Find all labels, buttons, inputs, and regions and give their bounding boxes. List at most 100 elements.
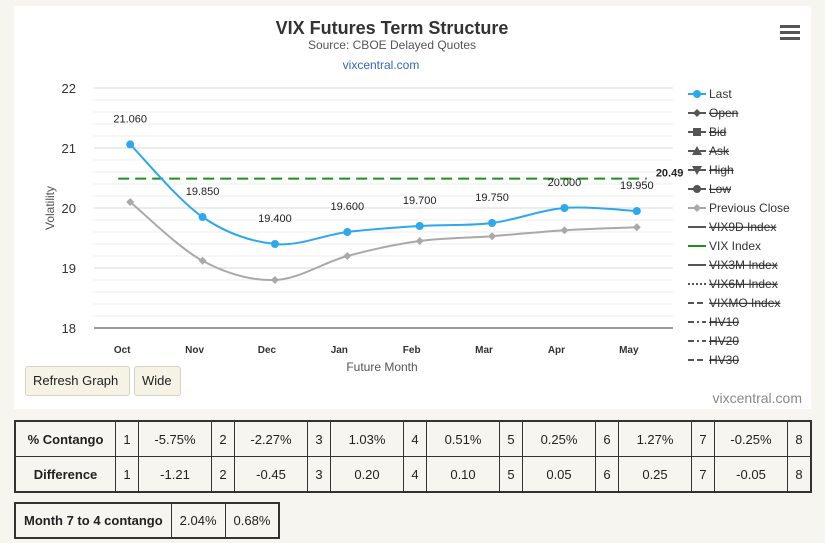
legend-marker [693, 90, 701, 98]
legend-label: High [709, 163, 734, 177]
month-value: -1.21 [138, 456, 212, 493]
last-data-label: 19.750 [475, 192, 509, 204]
last-data-label: 21.060 [113, 113, 147, 125]
legend-marker [693, 185, 701, 193]
legend-label: VIX9D Index [709, 220, 776, 234]
month-value: -0.25% [714, 420, 788, 457]
month-value: 1.27% [618, 420, 692, 457]
chart-title: VIX Futures Term Structure [276, 18, 509, 38]
month-value: -0.45 [234, 456, 308, 493]
summary-label: Month 7 to 4 contango [14, 502, 172, 539]
month-value: -0.05 [714, 456, 788, 493]
last-data-label: 19.700 [403, 195, 437, 207]
y-tick-label: 20 [62, 201, 76, 216]
legend-label: HV20 [709, 334, 739, 348]
legend-marker [693, 128, 701, 136]
legend-label: Last [709, 87, 732, 101]
last-point [270, 240, 279, 248]
row-label: % Contango [14, 420, 116, 457]
month-number: 5 [499, 456, 523, 493]
previous-close-point [126, 198, 135, 206]
month-number: 4 [403, 456, 427, 493]
legend-label: VIXMO Index [709, 296, 780, 310]
x-tick-label: Nov [185, 345, 204, 356]
x-axis-title: Future Month [346, 360, 417, 374]
x-tick-label: Feb [403, 345, 421, 356]
month-number: 6 [595, 420, 619, 457]
legend-marker [692, 146, 702, 155]
x-tick-label: Apr [548, 345, 565, 356]
month-number: 1 [115, 420, 139, 457]
legend-label: Ask [709, 144, 730, 158]
legend-marker [693, 109, 701, 117]
last-data-label: 19.950 [620, 180, 654, 192]
last-point [126, 140, 135, 149]
last-data-label: 20.000 [548, 177, 582, 189]
month-number: 4 [403, 420, 427, 457]
wide-button[interactable]: Wide [134, 366, 181, 396]
last-data-label: 19.600 [330, 201, 364, 213]
summary-row: Month 7 to 4 contango 2.04% 0.68% [14, 502, 280, 539]
legend-label: VIX Index [709, 239, 761, 253]
month-value: 0.25% [522, 420, 596, 457]
contango-table: % Contango 1 -5.75% 2 -2.27% 3 1.03% 4 0.51% 5 0.2… [14, 420, 812, 493]
month-number: 7 [691, 420, 715, 457]
legend-label: Open [709, 106, 738, 120]
y-tick-label: 19 [62, 261, 76, 276]
month-value: 1.03% [330, 420, 404, 457]
summary-value: 0.68% [224, 502, 280, 539]
y-tick-label: 18 [62, 321, 76, 336]
last-point [415, 222, 424, 230]
month-number: 3 [307, 456, 331, 493]
legend-label: Previous Close [709, 201, 790, 215]
previous-close-point [198, 256, 207, 265]
month-number: 8 [787, 456, 812, 493]
menu-icon[interactable] [780, 25, 800, 41]
month-number: 3 [307, 420, 331, 457]
month-value: 0.20 [330, 456, 404, 493]
last-point [560, 204, 569, 212]
previous-close-point [488, 232, 497, 241]
month-number: 2 [211, 456, 235, 493]
month-number: 5 [499, 420, 523, 457]
y-axis-title: Volatility [43, 186, 57, 230]
month-value: 0.51% [426, 420, 500, 457]
refresh-graph-button[interactable]: Refresh Graph [25, 366, 130, 396]
summary-value: 2.04% [170, 502, 226, 539]
legend-marker [693, 204, 701, 212]
month-number: 6 [595, 456, 619, 493]
row-label: Difference [14, 456, 116, 493]
month-value: 0.10 [426, 456, 500, 493]
month-number: 8 [787, 420, 812, 457]
legend-label: HV10 [709, 315, 739, 329]
month-number: 1 [115, 456, 139, 493]
previous-close-point [415, 237, 424, 245]
month-value: -5.75% [138, 420, 212, 457]
month-value: 0.05 [522, 456, 596, 493]
chart-link: vixcentral.com [343, 58, 420, 72]
chart-subtitle: Source: CBOE Delayed Quotes [308, 38, 476, 52]
previous-close-point [270, 276, 279, 284]
contango-row: Difference 1 -1.21 2 -0.45 3 0.20 4 0.10 5 0.05 6 0.… [14, 456, 812, 493]
x-tick-label: Oct [114, 345, 131, 356]
previous-close-point [560, 226, 569, 235]
month-value: 0.25 [618, 456, 692, 493]
month-number: 2 [211, 420, 235, 457]
last-point [632, 207, 641, 215]
x-tick-label: Jan [331, 345, 348, 356]
legend-marker [692, 166, 702, 175]
month-number: 7 [691, 456, 715, 493]
last-data-label: 19.400 [258, 213, 292, 225]
legend-label: VIX3M Index [709, 258, 778, 272]
chart-credits[interactable]: vixcentral.com [712, 390, 802, 406]
legend-label: Low [709, 182, 731, 196]
last-data-label: 19.850 [186, 186, 220, 198]
legend-label: HV30 [709, 353, 739, 367]
x-tick-label: Dec [258, 345, 277, 356]
last-point [198, 213, 207, 221]
x-tick-label: Mar [475, 345, 493, 356]
last-point [343, 228, 352, 236]
summary-table: Month 7 to 4 contango 2.04% 0.68% [14, 502, 281, 539]
y-tick-label: 22 [62, 81, 76, 96]
